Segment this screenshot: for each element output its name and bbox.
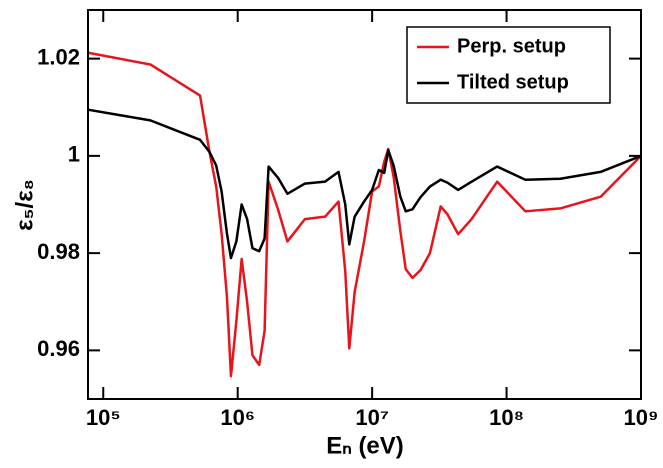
data-line <box>87 108 642 260</box>
y-axis-label: ε₅/ε₈ <box>11 179 38 231</box>
x-axis-label: Eₙ (eV) <box>326 432 404 459</box>
x-tick-label: 10⁹ <box>624 405 659 430</box>
y-tick-label: 1.02 <box>37 44 80 69</box>
legend-label: Tilted setup <box>457 71 569 93</box>
x-tick-label: 10⁶ <box>220 405 255 430</box>
x-tick-label: 10⁸ <box>489 405 524 430</box>
plot-frame <box>87 9 642 400</box>
x-tick-label: 10⁵ <box>86 405 121 430</box>
x-tick-label: 10⁷ <box>355 405 389 430</box>
legend-label: Perp. setup <box>457 35 566 57</box>
y-tick-label: 0.96 <box>37 336 80 361</box>
legend-box <box>406 26 611 104</box>
data-line <box>87 51 642 378</box>
y-tick-label: 0.98 <box>37 239 80 264</box>
y-tick-label: 1 <box>68 142 80 167</box>
